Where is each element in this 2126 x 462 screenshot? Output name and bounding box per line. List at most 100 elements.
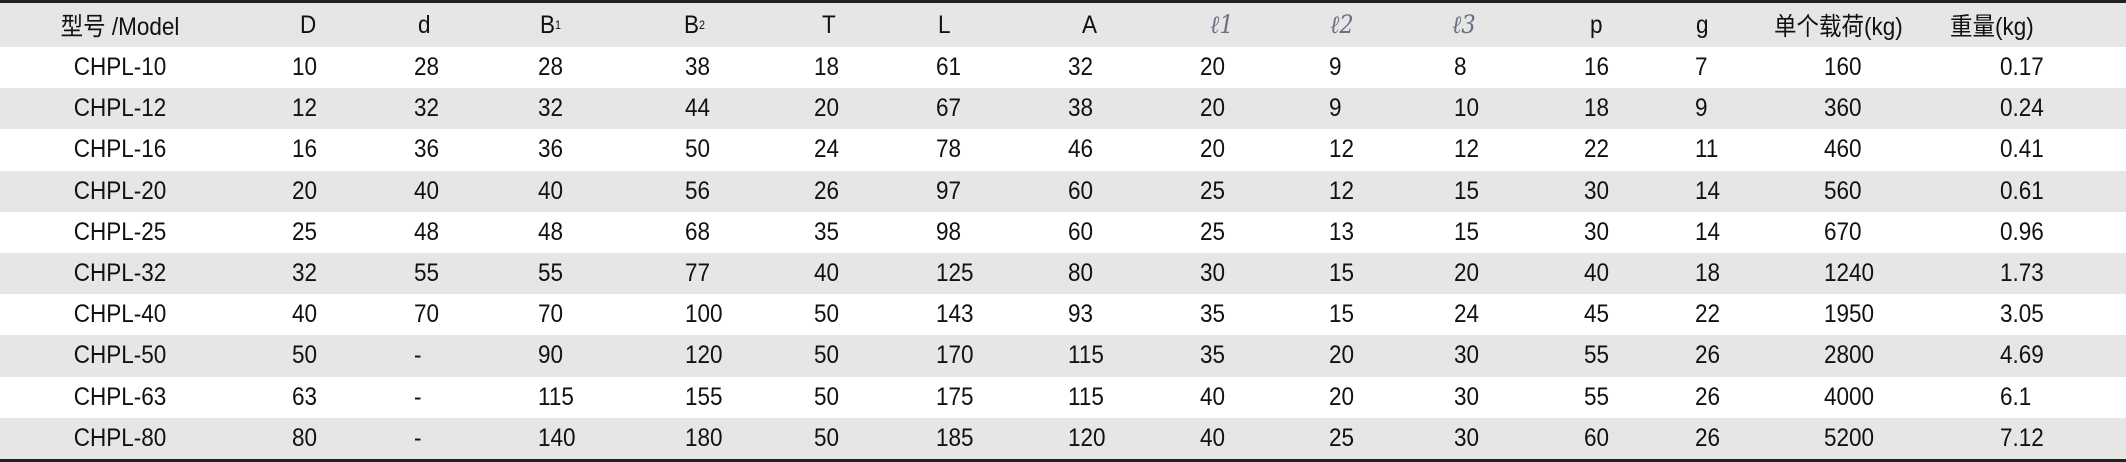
value-cell: 50 (685, 135, 711, 164)
value-cell: 22 (1584, 135, 1610, 164)
model-cell: CHPL-10 (73, 53, 167, 82)
value-cell: 40 (1200, 382, 1226, 411)
value-cell: 25 (292, 217, 318, 246)
value-cell: 7 (1695, 53, 1708, 82)
value-cell: 5200 (1824, 423, 1875, 452)
model-cell: CHPL-63 (73, 382, 167, 411)
value-cell: 32 (414, 94, 440, 123)
value-cell: 20 (1200, 94, 1226, 123)
value-cell: 185 (936, 423, 974, 452)
value-cell: 25 (1329, 423, 1355, 452)
value-cell: 10 (1454, 94, 1480, 123)
value-cell: 0.61 (2000, 176, 2044, 205)
value-cell: 1950 (1824, 300, 1875, 329)
value-cell: 24 (814, 135, 840, 164)
value-cell: 6.1 (2000, 382, 2032, 411)
value-cell: 0.17 (2000, 53, 2044, 82)
value-cell: 45 (1584, 300, 1610, 329)
value-cell: 40 (414, 176, 440, 205)
table-row: CHPL-16 16 36 36 50 24 78 46 20 12 12 22 11 460 0.41 (0, 129, 2126, 170)
value-cell: 26 (814, 176, 840, 205)
header-L: L (938, 10, 951, 39)
value-cell: 100 (685, 300, 723, 329)
header-p: p (1590, 10, 1603, 39)
table-row: CHPL-25 25 48 48 68 35 98 60 25 13 15 30 14 670 0.96 (0, 212, 2126, 253)
value-cell: 22 (1695, 300, 1721, 329)
value-cell: 1.73 (2000, 259, 2044, 288)
value-cell: 115 (1068, 341, 1104, 370)
value-cell: 55 (538, 259, 564, 288)
value-cell: 0.24 (2000, 94, 2044, 123)
value-cell: 78 (936, 135, 962, 164)
value-cell: 35 (1200, 300, 1226, 329)
value-cell: 32 (538, 94, 564, 123)
value-cell: 0.41 (2000, 135, 2044, 164)
value-cell: 115 (1068, 382, 1104, 411)
value-cell: 560 (1824, 176, 1862, 205)
value-cell: 63 (292, 382, 318, 411)
value-cell: 30 (1454, 341, 1480, 370)
header-g: g (1696, 10, 1709, 39)
value-cell: 60 (1068, 217, 1094, 246)
value-cell: 18 (1584, 94, 1610, 123)
value-cell: 80 (1068, 259, 1094, 288)
value-cell: 12 (1454, 135, 1480, 164)
model-cell: CHPL-12 (73, 94, 167, 123)
value-cell: - (414, 382, 422, 411)
value-cell: 9 (1695, 94, 1708, 123)
value-cell: 12 (292, 94, 318, 123)
value-cell: 30 (1454, 382, 1480, 411)
value-cell: 4000 (1824, 382, 1875, 411)
bottom-rule (0, 459, 2126, 462)
value-cell: 11 (1695, 135, 1719, 164)
header-l1: ℓ1 (1210, 10, 1234, 39)
value-cell: 170 (936, 341, 974, 370)
value-cell: 3.05 (2000, 300, 2044, 329)
value-cell: 20 (1454, 259, 1480, 288)
value-cell: 670 (1824, 217, 1862, 246)
value-cell: 61 (936, 53, 962, 82)
value-cell: 14 (1695, 217, 1721, 246)
value-cell: 40 (538, 176, 564, 205)
model-cell: CHPL-25 (73, 217, 167, 246)
value-cell: 115 (538, 382, 574, 411)
value-cell: 44 (685, 94, 711, 123)
header-weight: 重量(kg) (1950, 13, 2034, 41)
header-D: D (300, 10, 317, 39)
value-cell: 93 (1068, 300, 1094, 329)
value-cell: 25 (1200, 217, 1226, 246)
table-row: CHPL-10 10 28 28 38 18 61 32 20 9 8 16 7 160 0.17 (0, 47, 2126, 88)
value-cell: 30 (1584, 176, 1610, 205)
value-cell: 55 (1584, 341, 1610, 370)
value-cell: 30 (1200, 259, 1226, 288)
table-row: CHPL-12 12 32 32 44 20 67 38 20 9 10 18 9 360 0.24 (0, 88, 2126, 130)
header-load: 单个载荷(kg) (1774, 13, 1903, 41)
model-cell: CHPL-20 (73, 176, 167, 205)
value-cell: 8 (1454, 53, 1467, 82)
value-cell: 15 (1329, 259, 1355, 288)
value-cell: 140 (538, 423, 576, 452)
table-row: CHPL-32 32 55 55 77 40 125 80 30 15 20 40 18 1240 1.73 (0, 253, 2126, 295)
top-rule (0, 0, 2126, 3)
value-cell: 13 (1329, 217, 1355, 246)
model-cell: CHPL-40 (73, 300, 167, 329)
value-cell: 20 (1329, 341, 1355, 370)
value-cell: 40 (814, 259, 840, 288)
value-cell: 40 (1200, 423, 1226, 452)
table-row: CHPL-63 63 - 115 155 50 175 115 40 20 30 55 26 4000 6.… (0, 377, 2126, 418)
value-cell: 38 (685, 53, 711, 82)
value-cell: 18 (814, 53, 840, 82)
value-cell: 10 (292, 53, 318, 82)
value-cell: 26 (1695, 382, 1721, 411)
value-cell: 14 (1695, 176, 1721, 205)
value-cell: 180 (685, 423, 723, 452)
value-cell: 90 (538, 341, 564, 370)
value-cell: 35 (814, 217, 840, 246)
value-cell: 36 (538, 135, 564, 164)
value-cell: 20 (1329, 382, 1355, 411)
value-cell: 143 (936, 300, 974, 329)
value-cell: 26 (1695, 341, 1721, 370)
